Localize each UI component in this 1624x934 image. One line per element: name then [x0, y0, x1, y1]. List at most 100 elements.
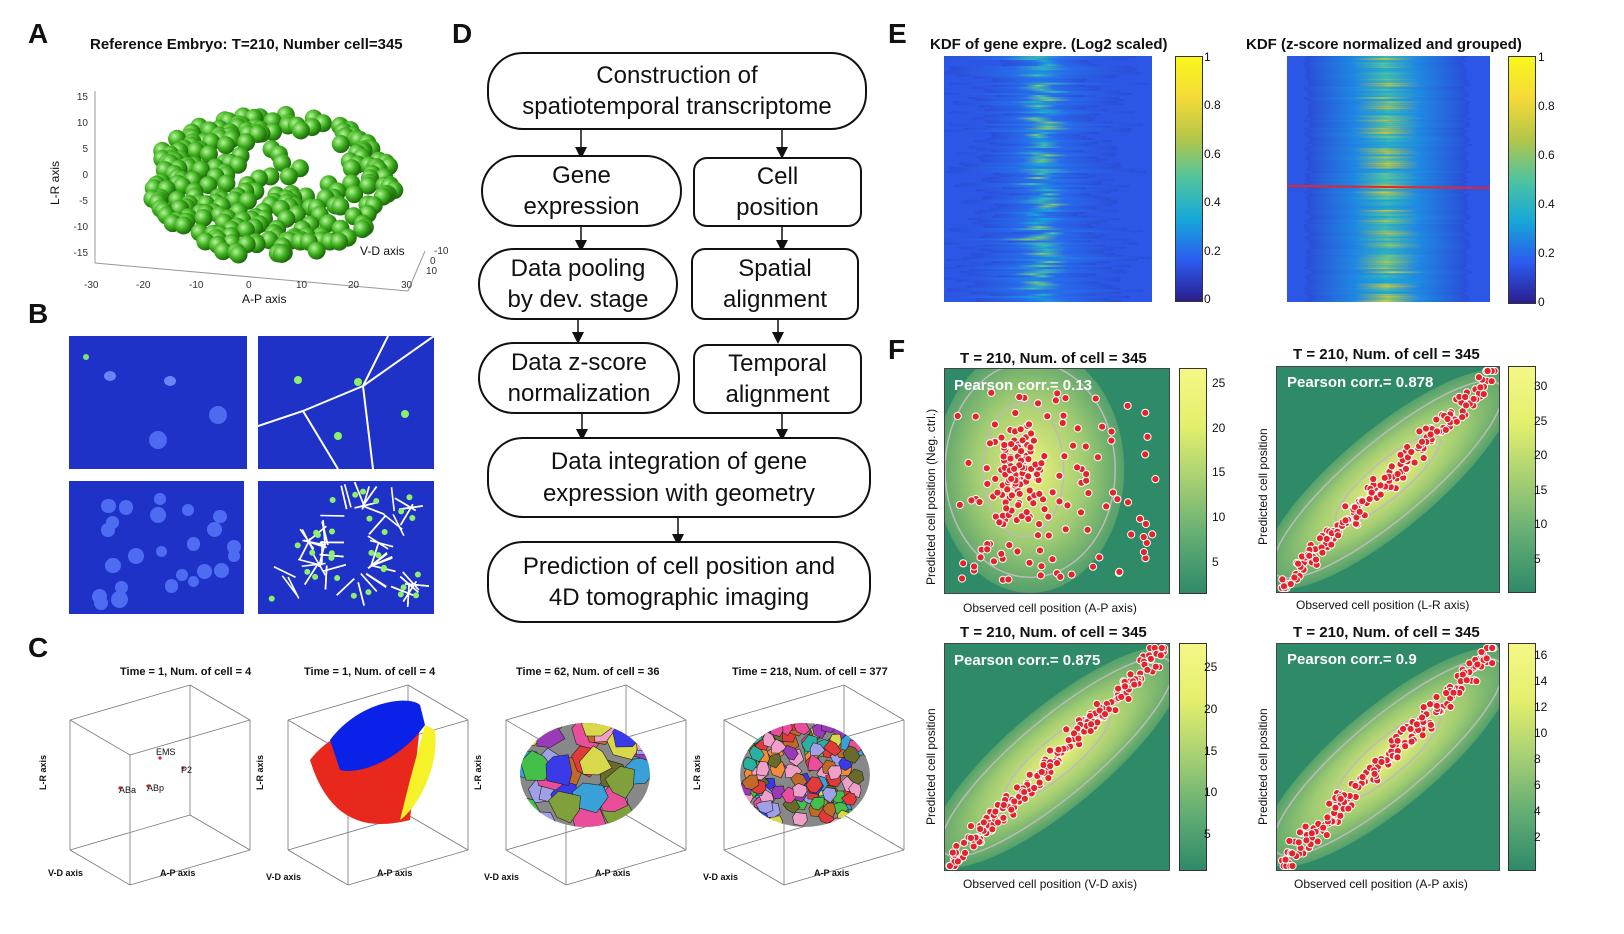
data-point [1380, 473, 1389, 482]
heatmap-row [1307, 222, 1468, 225]
data-point [975, 824, 985, 834]
data-point [1048, 488, 1057, 497]
nucleus-dot [352, 491, 359, 498]
heatmap-row [1308, 109, 1469, 112]
heatmap-row [983, 244, 1106, 247]
data-point [1067, 570, 1076, 579]
heatmap-row [968, 97, 1120, 100]
scatter-f3 [944, 643, 1170, 871]
cell-sphere [229, 155, 248, 174]
heatmap-row [955, 265, 1131, 268]
heatmap-row [944, 242, 1139, 245]
heatmap-row [949, 123, 1143, 126]
heatmap-row [1305, 265, 1466, 268]
heatmap-row [985, 226, 1095, 229]
data-point [1024, 514, 1033, 524]
data-point [1025, 558, 1034, 567]
panel-c-xlabel-1: A-P axis [160, 868, 196, 878]
heatmap-row [974, 281, 1098, 284]
cell-label-p2: P2 [181, 765, 193, 775]
heatmap-row [1305, 283, 1466, 286]
data-point [1443, 414, 1452, 424]
heatmap-row [973, 76, 1115, 79]
heatmap-row [1308, 80, 1469, 83]
heatmap-row [1305, 275, 1466, 278]
heatmap-row [991, 133, 1080, 136]
data-point [999, 800, 1008, 810]
cell-sphere [291, 121, 310, 140]
cell-segment [571, 782, 609, 814]
data-point [959, 559, 968, 568]
data-point [1083, 525, 1092, 534]
data-point [953, 411, 962, 421]
data-point [1461, 392, 1470, 402]
heatmap-row [949, 68, 1138, 71]
data-point [1002, 504, 1011, 513]
cell-segment [760, 723, 774, 732]
data-point [1015, 489, 1024, 499]
data-point [1369, 474, 1378, 484]
nucleus-dot [268, 595, 275, 602]
cell-segment [771, 785, 786, 800]
heatmap-row [965, 285, 1113, 288]
data-point [1124, 694, 1133, 704]
panel-e-left-title: KDF of gene expre. (Log2 scaled) [930, 36, 1168, 53]
heatmap-row [997, 205, 1097, 208]
heatmap-row [946, 70, 1132, 73]
heatmap-row [1307, 261, 1468, 264]
nucleus-dot [414, 571, 421, 578]
data-point [1393, 736, 1402, 745]
heatmap-row [1005, 62, 1092, 65]
panel-label-c: C [28, 632, 49, 663]
heatmap-row [1305, 172, 1466, 175]
colorbar-f1 [1179, 368, 1207, 594]
data-point [999, 452, 1008, 461]
heatmap-row [1306, 115, 1467, 118]
data-point [1087, 720, 1096, 729]
heatmap-row [1307, 293, 1468, 296]
data-point [995, 518, 1004, 527]
heatmap-row [1304, 179, 1465, 182]
cell-segment [856, 729, 870, 746]
heatmap-row [990, 150, 1084, 153]
nucleus-dot [360, 488, 367, 495]
panel-c-zlabel-2: V-D axis [266, 872, 302, 882]
heatmap-row [972, 222, 1100, 225]
data-point [1141, 408, 1150, 417]
heatmap-row [990, 207, 1098, 210]
panel-label-f: F [888, 334, 906, 365]
heatmap-row [992, 84, 1086, 87]
heatmap-row [1308, 193, 1469, 196]
nucleus-dot [329, 496, 336, 503]
data-point [1127, 530, 1136, 539]
heatmap-row [954, 103, 1124, 106]
data-point [1313, 837, 1322, 846]
heatmap-row [1309, 84, 1470, 87]
panel-f3-xlabel: Observed cell position (V-D axis) [963, 877, 1138, 891]
cell-segment [842, 745, 861, 764]
data-point [993, 818, 1003, 827]
data-point [1053, 759, 1062, 768]
data-point [1432, 415, 1441, 424]
heatmap-row [1310, 215, 1471, 218]
data-point [1482, 654, 1491, 663]
heatmap-row [1307, 129, 1468, 132]
data-point [948, 848, 957, 857]
colorbar-e-right [1508, 56, 1536, 304]
data-point [1000, 440, 1009, 450]
nucleus-dot [373, 498, 380, 505]
data-point [1311, 555, 1321, 564]
cell-sphere [353, 220, 372, 239]
heatmap-row [988, 142, 1099, 145]
heatmap-row [955, 74, 1118, 77]
data-point [1462, 401, 1471, 410]
data-point [1062, 725, 1071, 734]
heatmap-row [1306, 60, 1467, 63]
data-point [1093, 453, 1102, 462]
heatmap-row [944, 92, 1132, 95]
data-point [1123, 401, 1132, 410]
data-point [987, 388, 996, 397]
heatmap-row [977, 283, 1107, 286]
data-point [1351, 781, 1360, 790]
data-point [1035, 778, 1044, 787]
